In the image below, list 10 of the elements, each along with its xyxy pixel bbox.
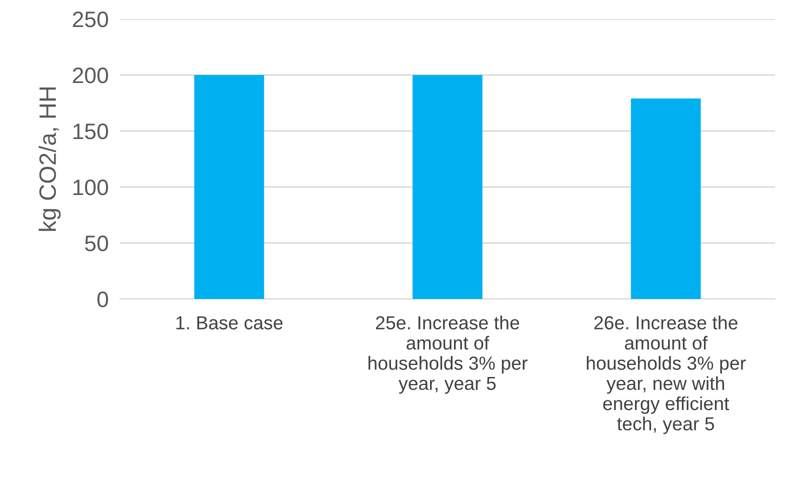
y-tick-label: 50 — [85, 236, 108, 252]
y-tick-label: 200 — [72, 68, 108, 84]
x-tick-label: 1. Base case — [176, 316, 283, 330]
y-tick-label: 250 — [72, 12, 108, 28]
y-tick-label: 150 — [74, 124, 108, 140]
y-tick-label: 0 — [97, 292, 108, 308]
x-tick-label: 25e. Increase the amount of households 3% per year, year 5 — [368, 316, 528, 394]
y-axis-title: kg CO2/a, HH — [38, 87, 61, 231]
x-tick-label: 26e. Increase the amount of households 3% per year, new with energy efficient tech, year 5 — [586, 316, 746, 434]
y-tick-label: 100 — [74, 180, 108, 196]
